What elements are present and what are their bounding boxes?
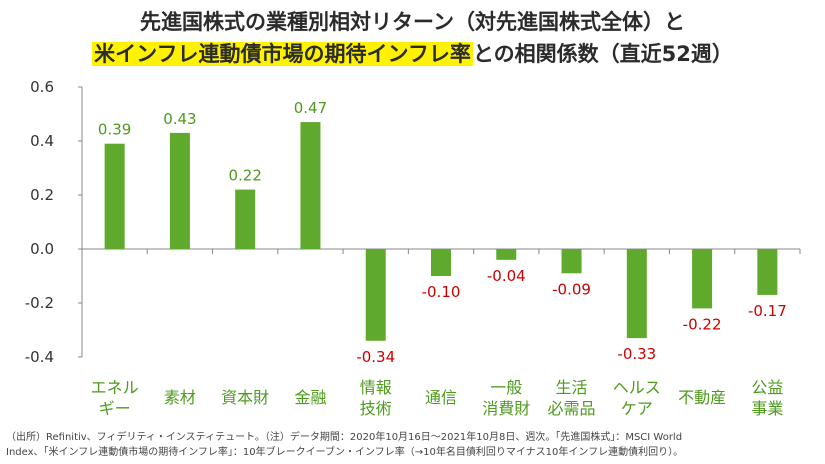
data-label: 0.47 [294, 99, 327, 117]
chart-title-line1: 先進国株式の業種別相対リターン（対先進国株式全体）と [140, 10, 685, 34]
category-label: 必需品 [548, 399, 596, 418]
bar [169, 132, 190, 249]
category-label: ギー [99, 399, 131, 418]
category-label: 通信 [425, 388, 457, 407]
category-label: ケア [621, 399, 653, 418]
data-label: -0.17 [748, 302, 787, 320]
y-tick-label: 0.0 [30, 240, 54, 258]
y-tick-label: -0.4 [25, 348, 54, 366]
bar [496, 249, 517, 260]
category-label: 公益 [751, 378, 783, 397]
category-label: エネル [91, 378, 139, 397]
data-label: -0.10 [422, 283, 461, 301]
data-label: -0.04 [487, 267, 526, 285]
bar [431, 249, 451, 276]
category-label: 生活 [556, 378, 588, 397]
category-label: 一般 [490, 378, 522, 397]
y-tick-label: 0.2 [30, 186, 54, 204]
chart-title-highlight: 米インフレ連動債市場の期待インフレ率 [92, 42, 473, 66]
source-note-line1: （出所）Refinitiv、フィデリティ・インスティテュート。（注）データ期間：… [6, 432, 683, 443]
category-label: 資本財 [221, 388, 269, 407]
category-label: 消費財 [482, 399, 530, 418]
data-label: -0.33 [617, 345, 656, 363]
bar [561, 249, 582, 274]
bar [692, 249, 713, 309]
bar [757, 249, 778, 295]
category-label: 情報 [360, 378, 392, 397]
source-note-line2: Index、「米インフレ連動債市場の期待インフレ率」：10年ブレークイーブン・イ… [6, 447, 684, 458]
category-label: ヘルス [613, 378, 661, 397]
chart-title-rest: との相関係数（直近52週） [472, 42, 733, 66]
category-label: 金融 [294, 388, 326, 407]
category-label: 素材 [164, 388, 196, 407]
data-label: 0.43 [163, 110, 196, 128]
y-tick-label: 0.4 [30, 132, 54, 150]
data-label: -0.22 [683, 315, 722, 333]
chart-title-line2: 米インフレ連動債市場の期待インフレ率との相関係数（直近52週） [0, 38, 825, 68]
data-label: -0.34 [356, 348, 395, 366]
data-label: 0.39 [98, 121, 131, 139]
bar [104, 143, 125, 249]
data-label: -0.09 [552, 280, 591, 298]
bar [235, 189, 256, 249]
category-label: 事業 [751, 399, 783, 418]
category-label: 技術 [360, 399, 392, 418]
y-tick-label: -0.2 [25, 294, 54, 312]
source-notes: （出所）Refinitiv、フィデリティ・インスティテュート。（注）データ期間：… [6, 430, 821, 460]
y-tick-label: 0.6 [30, 78, 54, 96]
data-label: 0.22 [228, 167, 261, 185]
category-label: 不動産 [678, 388, 726, 407]
bar [365, 249, 386, 341]
bar [626, 249, 647, 339]
bar [300, 122, 321, 249]
